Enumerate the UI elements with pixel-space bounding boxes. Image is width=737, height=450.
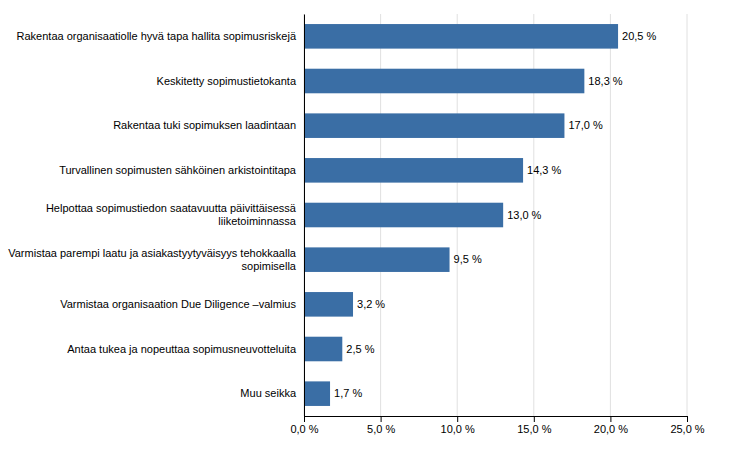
y-tick-label: Muu seikka (240, 387, 297, 399)
chart-svg: 0,0 % 5,0 % 10,0 % 15,0 % 20,0 % 25,0 % Muu se… (0, 0, 737, 450)
bar (304, 292, 353, 317)
y-axis: Muu seikka Antaa tukea ja nopeuttaa sopim… (8, 15, 304, 417)
bar (304, 337, 342, 362)
x-tick-mark (687, 416, 688, 422)
x-tick: 5,0 % (367, 416, 395, 435)
value-labels: 1,7 % 2,5 % 3,2 % 9,5 % 13,0 % 14,3 % 17,0 % 18… (334, 30, 656, 399)
x-tick: 10,0 % (441, 416, 475, 435)
bar (304, 381, 330, 406)
x-tick-label: 20,0 % (594, 423, 628, 435)
x-tick-mark (534, 416, 535, 422)
x-tick-label: 5,0 % (367, 423, 395, 435)
y-tick-label: Helpottaa sopimustiedon saatavuutta päiv… (46, 202, 297, 227)
bar (304, 203, 503, 228)
value-label: 1,7 % (334, 387, 362, 399)
value-label: 13,0 % (507, 209, 541, 221)
y-tick: Antaa tukea ja nopeuttaa sopimusneuvotte… (67, 343, 304, 355)
y-tick: Turvallinen sopimusten sähköinen arkisto… (59, 164, 304, 176)
bar (304, 24, 618, 49)
y-tick-label: Keskitetty sopimustietokanta (157, 75, 297, 87)
bar (304, 247, 450, 272)
x-tick-label: 10,0 % (441, 423, 475, 435)
chart-container: 0,0 % 5,0 % 10,0 % 15,0 % 20,0 % 25,0 % Muu se… (0, 0, 737, 450)
x-tick-mark (381, 416, 382, 422)
y-tick-label: Rakentaa tuki sopimuksen laadintaan (113, 119, 296, 131)
x-tick-label: 15,0 % (517, 423, 551, 435)
x-axis: 0,0 % 5,0 % 10,0 % 15,0 % 20,0 % 25,0 % (290, 416, 704, 435)
value-label: 3,2 % (357, 298, 385, 310)
x-tick-mark (610, 416, 611, 422)
bar (304, 113, 564, 138)
x-axis-line (305, 417, 688, 423)
bar (304, 69, 584, 94)
y-tick: Varmistaa organisaation Due Diligence –v… (60, 298, 304, 310)
y-tick: Varmistaa parempi laatu ja asiakastyytyv… (8, 247, 304, 272)
bar (304, 158, 523, 183)
y-tick-label: Varmistaa organisaation Due Diligence –v… (60, 298, 296, 310)
x-tick: 25,0 % (670, 416, 704, 435)
x-tick-mark (304, 416, 305, 422)
value-label: 14,3 % (527, 164, 561, 176)
value-label: 2,5 % (346, 343, 374, 355)
y-tick-label: Turvallinen sopimusten sähköinen arkisto… (59, 164, 297, 176)
value-label: 18,3 % (588, 75, 622, 87)
x-tick: 15,0 % (517, 416, 551, 435)
y-tick: Rakentaa organisaatiolle hyvä tapa halli… (17, 30, 304, 42)
x-tick-label: 25,0 % (670, 423, 704, 435)
bars (304, 24, 618, 406)
y-tick-label: Antaa tukea ja nopeuttaa sopimusneuvotte… (67, 343, 297, 355)
value-label: 20,5 % (622, 30, 656, 42)
grid-line (304, 14, 305, 416)
grid (304, 14, 687, 416)
value-label: 17,0 % (568, 119, 602, 131)
x-tick: 0,0 % (290, 416, 318, 435)
x-tick: 20,0 % (594, 416, 628, 435)
y-tick: Keskitetty sopimustietokanta (157, 75, 304, 87)
y-tick: Rakentaa tuki sopimuksen laadintaan (113, 119, 304, 131)
y-tick: Helpottaa sopimustiedon saatavuutta päiv… (46, 202, 304, 227)
value-label: 9,5 % (454, 253, 482, 265)
y-axis-line (304, 15, 305, 417)
y-tick-label: Rakentaa organisaatiolle hyvä tapa halli… (17, 30, 297, 42)
x-tick-mark (457, 416, 458, 422)
grid-line (687, 14, 688, 416)
y-tick: Muu seikka (240, 387, 304, 399)
x-tick-label: 0,0 % (290, 423, 318, 435)
plot: 0,0 % 5,0 % 10,0 % 15,0 % 20,0 % 25,0 % Muu se… (8, 14, 705, 435)
y-tick-label: Varmistaa parempi laatu ja asiakastyytyv… (8, 247, 297, 272)
